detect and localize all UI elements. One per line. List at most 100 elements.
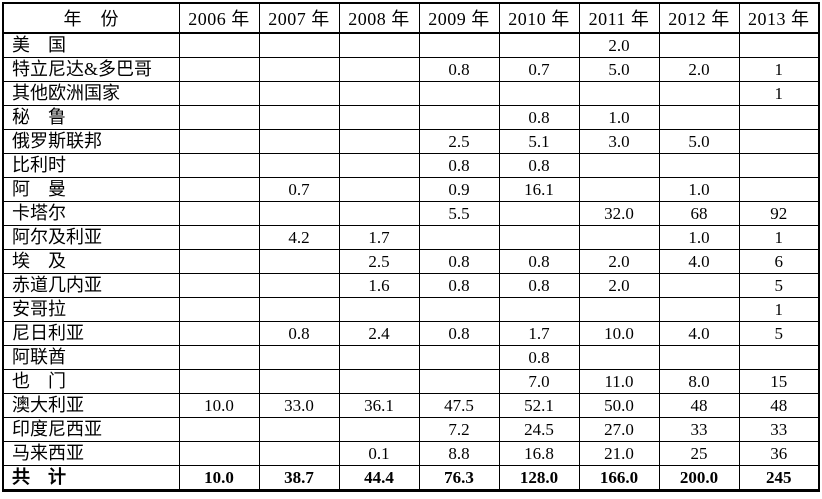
table-row: 阿尔及利亚 4.2 1.7 1.0 1 — [2, 225, 820, 250]
value-cell — [578, 81, 660, 106]
value-cell: 245 — [738, 465, 820, 491]
value-cell — [258, 297, 340, 322]
value-cell — [178, 57, 260, 82]
value-cell: 1.0 — [658, 225, 740, 250]
value-cell — [658, 81, 740, 106]
value-cell: 32.0 — [578, 201, 660, 226]
value-cell: 2.0 — [578, 32, 660, 58]
value-cell: 1.0 — [658, 177, 740, 202]
value-cell: 6 — [738, 249, 820, 274]
value-cell: 1.7 — [498, 321, 580, 346]
value-cell: 68 — [658, 201, 740, 226]
value-cell: 0.7 — [258, 177, 340, 202]
header-cell-2011: 2011 年 — [578, 2, 660, 34]
table-row: 澳大利亚 10.0 33.0 36.1 47.5 52.1 50.0 48 48 — [2, 393, 820, 418]
value-cell: 0.8 — [498, 345, 580, 370]
value-cell — [738, 105, 820, 130]
header-cell-year-label: 年 份 — [2, 2, 180, 34]
value-cell: 8.8 — [418, 441, 500, 466]
value-cell: 36 — [738, 441, 820, 466]
value-cell — [418, 105, 500, 130]
value-cell: 27.0 — [578, 417, 660, 442]
value-cell: 0.8 — [418, 249, 500, 274]
table-header-row: 年 份 2006 年 2007 年 2008 年 2009 年 2010 年 2… — [2, 2, 820, 34]
row-label: 共 计 — [2, 465, 180, 491]
value-cell: 16.1 — [498, 177, 580, 202]
value-cell: 2.4 — [338, 321, 420, 346]
value-cell — [578, 177, 660, 202]
value-cell — [178, 201, 260, 226]
value-cell — [178, 105, 260, 130]
value-cell — [258, 57, 340, 82]
table-row: 马来西亚 0.1 8.8 16.8 21.0 25 36 — [2, 441, 820, 466]
value-cell — [258, 153, 340, 178]
value-cell: 33 — [738, 417, 820, 442]
table-row: 其他欧洲国家 1 — [2, 81, 820, 106]
value-cell: 5.0 — [578, 57, 660, 82]
value-cell — [258, 369, 340, 394]
value-cell — [258, 417, 340, 442]
value-cell — [498, 81, 580, 106]
value-cell — [338, 81, 420, 106]
value-cell — [178, 297, 260, 322]
value-cell: 4.0 — [658, 249, 740, 274]
value-cell — [418, 345, 500, 370]
value-cell — [258, 441, 340, 466]
value-cell: 128.0 — [498, 465, 580, 491]
row-label: 埃 及 — [2, 249, 180, 274]
value-cell: 3.0 — [578, 129, 660, 154]
value-cell — [658, 297, 740, 322]
value-cell — [258, 249, 340, 274]
value-cell — [178, 153, 260, 178]
value-cell: 38.7 — [258, 465, 340, 491]
value-cell — [658, 153, 740, 178]
value-cell: 15 — [738, 369, 820, 394]
row-label: 卡塔尔 — [2, 201, 180, 226]
value-cell: 0.7 — [498, 57, 580, 82]
value-cell: 0.8 — [498, 273, 580, 298]
value-cell: 0.1 — [338, 441, 420, 466]
table-row: 阿 曼 0.7 0.9 16.1 1.0 — [2, 177, 820, 202]
row-label: 也 门 — [2, 369, 180, 394]
value-cell: 5 — [738, 321, 820, 346]
value-cell — [178, 32, 260, 58]
value-cell — [178, 225, 260, 250]
value-cell: 25 — [658, 441, 740, 466]
row-label: 阿联酋 — [2, 345, 180, 370]
row-label: 赤道几内亚 — [2, 273, 180, 298]
table-row: 特立尼达&多巴哥 0.8 0.7 5.0 2.0 1 — [2, 57, 820, 82]
value-cell: 10.0 — [178, 465, 260, 491]
value-cell: 44.4 — [338, 465, 420, 491]
value-cell: 200.0 — [658, 465, 740, 491]
value-cell: 0.8 — [418, 153, 500, 178]
value-cell: 166.0 — [578, 465, 660, 491]
header-cell-2010: 2010 年 — [498, 2, 580, 34]
value-cell — [418, 81, 500, 106]
value-cell: 24.5 — [498, 417, 580, 442]
row-label: 特立尼达&多巴哥 — [2, 57, 180, 82]
value-cell: 0.9 — [418, 177, 500, 202]
value-cell: 8.0 — [658, 369, 740, 394]
value-cell: 48 — [738, 393, 820, 418]
value-cell: 0.8 — [418, 273, 500, 298]
value-cell — [338, 32, 420, 58]
row-label: 比利时 — [2, 153, 180, 178]
row-label: 尼日利亚 — [2, 321, 180, 346]
value-cell: 10.0 — [578, 321, 660, 346]
row-label: 安哥拉 — [2, 297, 180, 322]
value-cell: 52.1 — [498, 393, 580, 418]
table-row: 埃 及 2.5 0.8 0.8 2.0 4.0 6 — [2, 249, 820, 274]
value-cell — [258, 81, 340, 106]
value-cell — [498, 32, 580, 58]
value-cell: 0.8 — [258, 321, 340, 346]
header-cell-2013: 2013 年 — [738, 2, 820, 34]
value-cell — [258, 345, 340, 370]
table-row: 俄罗斯联邦 2.5 5.1 3.0 5.0 — [2, 129, 820, 154]
value-cell: 1 — [738, 81, 820, 106]
table-row: 美 国 2.0 — [2, 32, 820, 58]
value-cell: 1.7 — [338, 225, 420, 250]
table-row: 秘 鲁 0.8 1.0 — [2, 105, 820, 130]
value-cell — [738, 345, 820, 370]
value-cell: 4.2 — [258, 225, 340, 250]
value-cell — [178, 345, 260, 370]
